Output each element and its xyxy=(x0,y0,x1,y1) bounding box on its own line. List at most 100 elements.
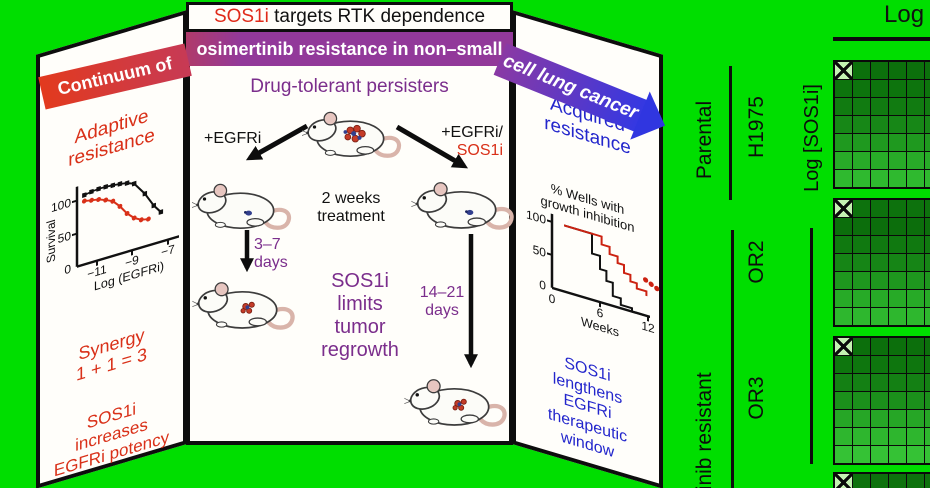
heatmap-cell xyxy=(871,446,888,463)
heatmap-cell xyxy=(925,254,930,271)
heatmap-cell xyxy=(871,134,888,151)
heatmap-cell xyxy=(871,410,888,427)
parental-group-label: Parental xyxy=(693,100,716,180)
ytick-100: 100 xyxy=(51,196,71,216)
panel-adaptive-resistance: Adaptive resistance 100 50 0 −11 −9 −7 S… xyxy=(36,10,187,488)
heatmap-cell xyxy=(925,446,930,463)
heatmap-cell xyxy=(889,428,906,445)
heatmap-cell xyxy=(907,218,924,235)
heatmap-cell xyxy=(907,428,924,445)
xtick-6: 6 xyxy=(597,305,604,321)
heatmap-cell xyxy=(925,308,930,325)
dose-matrix-grid-OR2 xyxy=(833,198,930,327)
heatmap-cell xyxy=(871,474,888,488)
heatmap-cell xyxy=(925,236,930,253)
heatmap-cell xyxy=(853,356,870,373)
heatmap-cell xyxy=(853,98,870,115)
heatmap-cell xyxy=(871,98,888,115)
heatmap-cell xyxy=(835,236,852,253)
heatmap-cell xyxy=(853,254,870,271)
heatmap-cell xyxy=(925,152,930,169)
heatmap-cell xyxy=(907,236,924,253)
heatmap-cell xyxy=(889,290,906,307)
heatmap-cell xyxy=(907,62,924,79)
heatmap-cell xyxy=(853,236,870,253)
heatmap-cell xyxy=(835,80,852,97)
heatmap-cell xyxy=(853,116,870,133)
heatmap-cell xyxy=(835,218,852,235)
heatmap-cell xyxy=(889,80,906,97)
heatmap-cell xyxy=(925,272,930,289)
heatmap-cell xyxy=(889,98,906,115)
sos1i-limits-regrowth-text: SOS1i limits tumor regrowth xyxy=(321,270,399,361)
heatmap-cell xyxy=(889,116,906,133)
dose-matrix-grid-H1975 xyxy=(833,60,930,189)
heatmap-cell xyxy=(853,218,870,235)
heatmap-cell xyxy=(889,356,906,373)
heatmap-cell xyxy=(925,428,930,445)
egfri-sos1i-label: +EGFRi/ SOS1i xyxy=(441,124,503,160)
heatmap-cell xyxy=(853,392,870,409)
ytick-50: 50 xyxy=(58,229,72,247)
or3-label: OR3 xyxy=(745,376,768,420)
excluded-well-marker xyxy=(835,338,852,355)
heatmap-cell xyxy=(871,62,888,79)
heatmap-cell xyxy=(853,474,870,488)
heatmap-cell xyxy=(871,392,888,409)
log-egfri-axis-label: Log xyxy=(884,1,925,28)
heatmap-cell xyxy=(907,446,924,463)
ytick-0: 0 xyxy=(64,262,71,278)
xtick-0: 0 xyxy=(549,291,556,307)
heatmap-cell xyxy=(853,338,870,355)
heatmap-cell xyxy=(889,374,906,391)
heatmap-cell xyxy=(925,410,930,427)
heatmap-cell xyxy=(907,272,924,289)
heatmap-cell xyxy=(835,272,852,289)
heatmap-cell xyxy=(853,170,870,187)
figure-title: SOS1i targets RTK dependence xyxy=(186,2,513,32)
heatmap-cell xyxy=(871,272,888,289)
heatmap-cell xyxy=(835,308,852,325)
heatmap-cell xyxy=(835,374,852,391)
heatmap-cell xyxy=(889,474,906,488)
heatmap-cell xyxy=(925,474,930,488)
heatmap-cell xyxy=(907,338,924,355)
ytick-100: 100 xyxy=(526,207,546,227)
log-sos1i-axis-label: Log [SOS1i] xyxy=(801,84,823,192)
heatmap-cell xyxy=(835,446,852,463)
mouse-egfri-treated xyxy=(192,174,292,234)
panel-acquired-resistance: Acquired resistance % Wells with growth … xyxy=(512,10,663,488)
heatmap-cell xyxy=(871,308,888,325)
synergy-text: Synergy 1 + 1 = 3 xyxy=(75,324,148,386)
ytick-0: 0 xyxy=(539,277,546,293)
heatmap-cell xyxy=(889,446,906,463)
ytick-50: 50 xyxy=(533,242,547,260)
heatmap-cell xyxy=(889,170,906,187)
drug-tolerant-heading: Drug-tolerant persisters xyxy=(250,76,449,97)
heatmap-cell xyxy=(907,356,924,373)
heatmap-cell xyxy=(871,218,888,235)
heatmap-cell xyxy=(889,410,906,427)
heatmap-cell xyxy=(871,200,888,217)
heatmap-cell xyxy=(853,446,870,463)
heatmap-cell xyxy=(907,116,924,133)
heatmap-cell xyxy=(871,356,888,373)
heatmap-cell xyxy=(835,134,852,151)
heatmap-cell xyxy=(835,152,852,169)
heatmap-cell xyxy=(853,62,870,79)
xtick-m9: −9 xyxy=(125,252,139,270)
heatmap-cell xyxy=(925,200,930,217)
heatmap-cell xyxy=(907,152,924,169)
heatmap-cell xyxy=(925,356,930,373)
heatmap-cell xyxy=(871,116,888,133)
heatmap-cell xyxy=(853,134,870,151)
heatmap-cell xyxy=(907,290,924,307)
heatmap-cell xyxy=(889,308,906,325)
sos1i-potency-text: SOS1i increases EGFRi potency xyxy=(53,399,170,481)
heatmap-cell xyxy=(907,134,924,151)
xtick-12: 12 xyxy=(641,319,655,337)
heatmap-cell xyxy=(907,254,924,271)
heatmap-cell xyxy=(907,80,924,97)
heatmap-cell xyxy=(907,98,924,115)
